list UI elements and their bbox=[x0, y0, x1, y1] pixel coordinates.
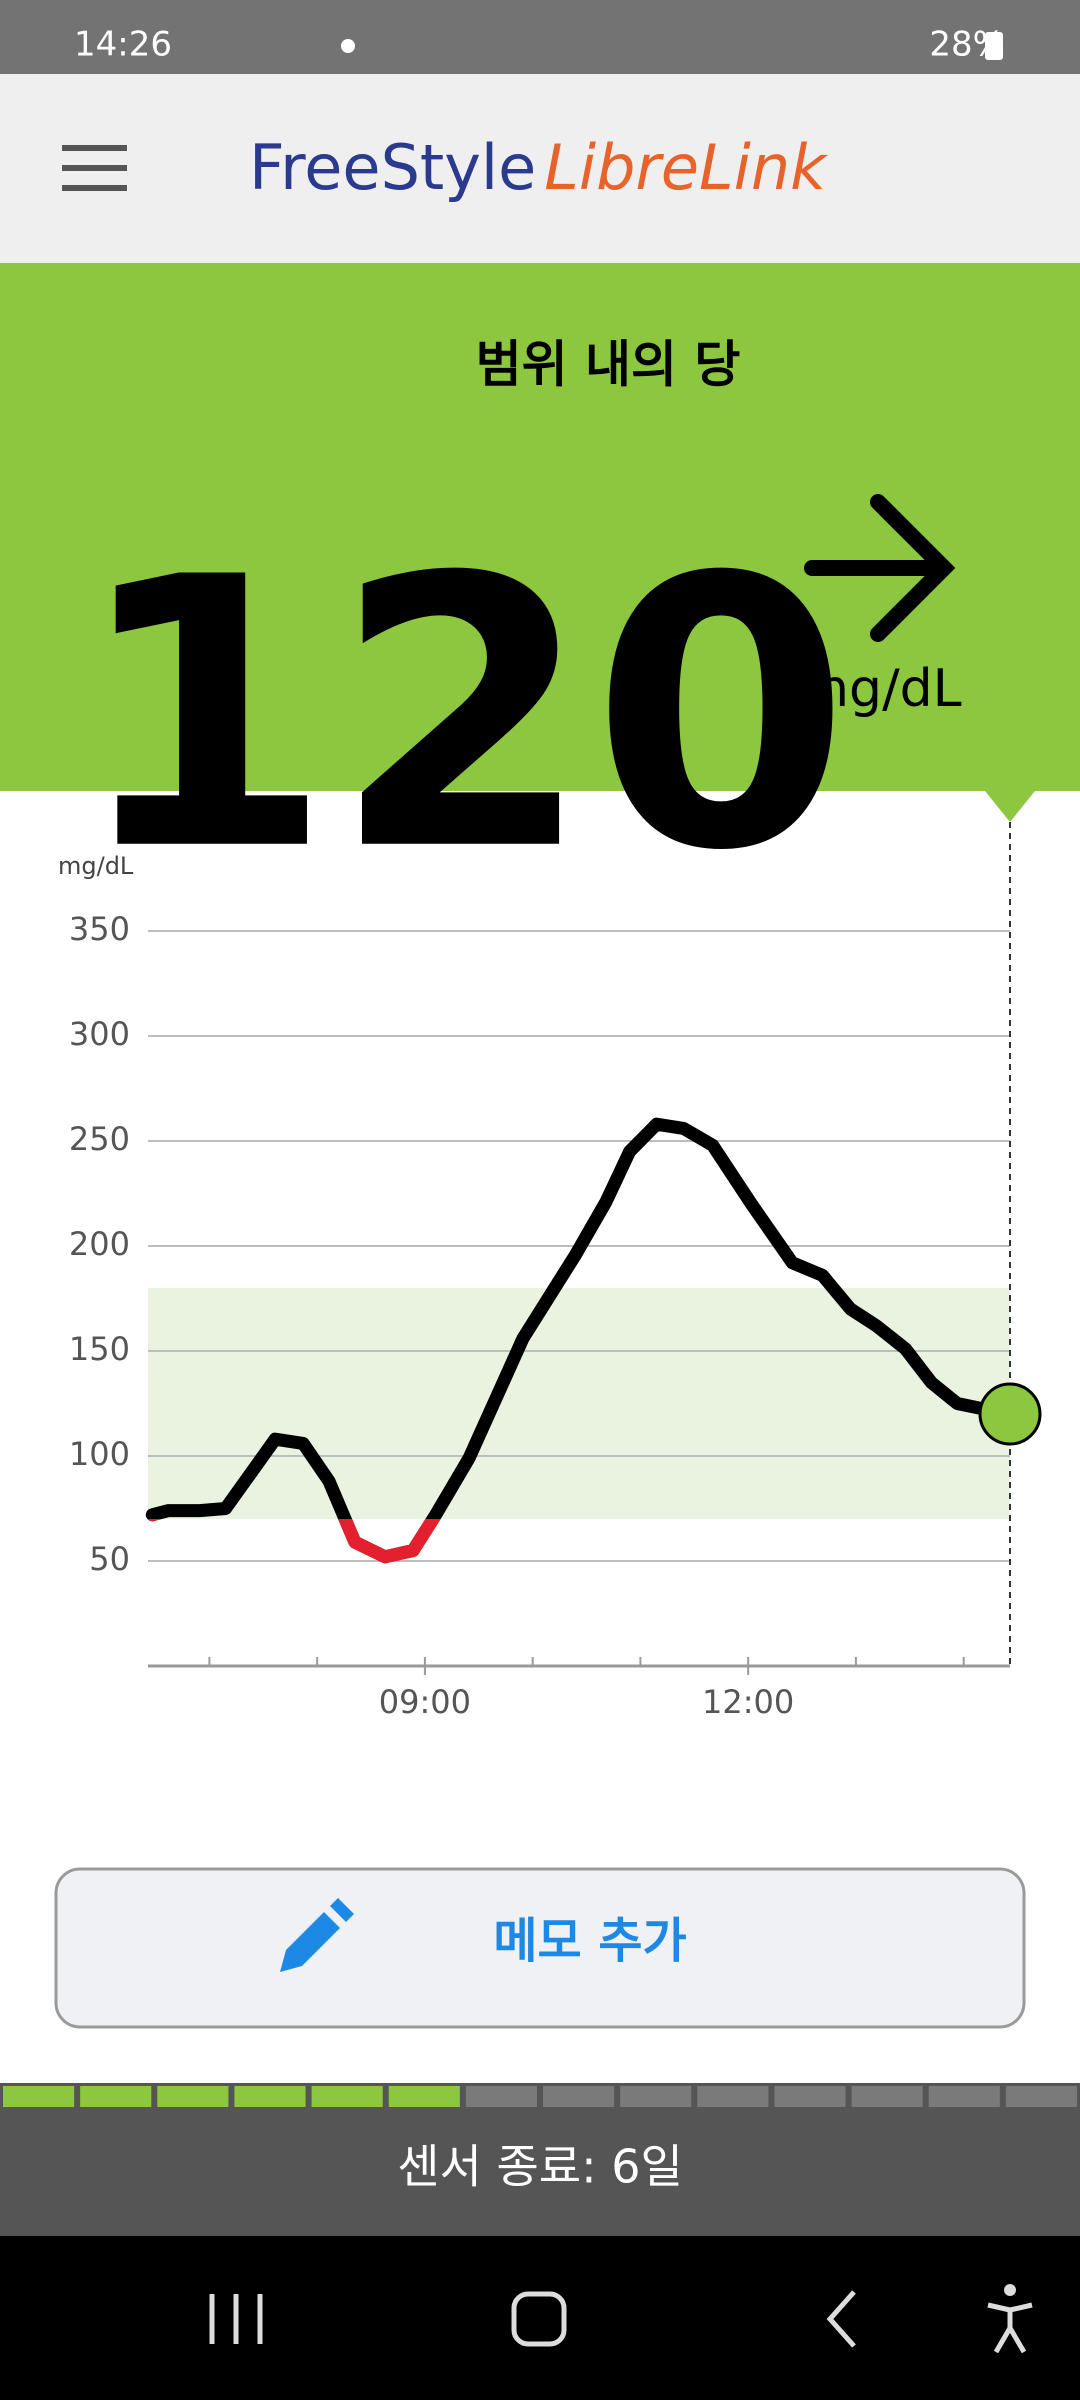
sensor-segment bbox=[234, 2086, 306, 2107]
y-axis-label: mg/dL bbox=[58, 852, 134, 880]
y-tick-label: 350 bbox=[69, 910, 130, 948]
y-tick-label: 100 bbox=[69, 1435, 130, 1473]
sensor-segment bbox=[388, 2086, 460, 2107]
memo-label[interactable]: 메모 추가 bbox=[493, 1913, 686, 1969]
x-tick-label: 09:00 bbox=[379, 1683, 471, 1721]
sensor-segment bbox=[1005, 2086, 1077, 2107]
chart: mg/dL 50 100 150 200 250 300 350 09:00 12:00 bbox=[58, 822, 1042, 1721]
current-reading-dot bbox=[978, 1382, 1042, 1446]
brand-logo: FreeStyle LibreLink bbox=[249, 131, 828, 204]
trend-arrow bbox=[804, 494, 956, 642]
nav-icons bbox=[209, 2284, 1033, 2354]
sensor-segment bbox=[774, 2086, 846, 2107]
sensor-segment bbox=[157, 2086, 229, 2107]
glucose-line bbox=[145, 1117, 1017, 1564]
brand-main: FreeStyle bbox=[249, 131, 536, 204]
sensor-segment bbox=[620, 2086, 692, 2107]
app-header bbox=[0, 74, 1080, 263]
y-tick-label: 50 bbox=[89, 1540, 130, 1578]
sensor-segment bbox=[928, 2086, 1000, 2107]
sensor-segment bbox=[80, 2086, 152, 2107]
nav-bar bbox=[0, 2236, 1080, 2400]
nav-back[interactable] bbox=[826, 2290, 856, 2348]
sensor-segment bbox=[543, 2086, 615, 2107]
reading-status: 범위 내의 당 bbox=[476, 336, 741, 394]
y-tick-label: 150 bbox=[69, 1330, 130, 1368]
sensor-segment bbox=[697, 2086, 769, 2107]
nav-accessibility[interactable] bbox=[987, 2284, 1033, 2354]
nav-home[interactable] bbox=[511, 2291, 567, 2347]
status-dot bbox=[341, 39, 355, 53]
reading-unit: mg/dL bbox=[798, 659, 961, 719]
sensor-segment bbox=[311, 2086, 383, 2107]
status-time: 14:26 bbox=[74, 25, 172, 65]
panel-pointer bbox=[985, 791, 1035, 822]
sensor-progress bbox=[3, 2086, 1077, 2107]
sensor-segment bbox=[465, 2086, 537, 2107]
reading-value: 120 bbox=[74, 499, 851, 932]
brand-accent: LibreLink bbox=[544, 131, 828, 204]
sensor-segment bbox=[3, 2086, 75, 2107]
battery-icon bbox=[985, 32, 1003, 60]
sensor-bar bbox=[0, 2083, 1080, 2236]
y-tick-label: 250 bbox=[69, 1120, 130, 1158]
x-tick-label: 12:00 bbox=[702, 1683, 794, 1721]
status-bar bbox=[0, 0, 1080, 74]
sensor-label: 센서 종료: 6일 bbox=[397, 2140, 683, 2194]
y-tick-label: 200 bbox=[69, 1225, 130, 1263]
y-tick-label: 300 bbox=[69, 1015, 130, 1053]
sensor-segment bbox=[851, 2086, 923, 2107]
menu-button[interactable] bbox=[62, 145, 127, 191]
memo-button[interactable]: 메모 추가 bbox=[54, 1867, 1026, 2029]
